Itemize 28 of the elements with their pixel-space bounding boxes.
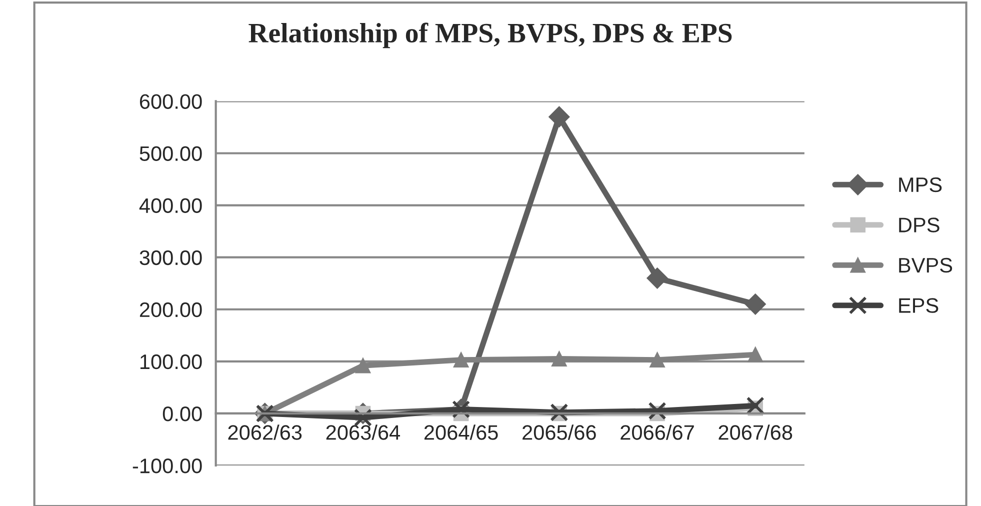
- legend-label: BVPS: [899, 258, 952, 273]
- y-tick-label: 500.00: [140, 146, 202, 161]
- point: [552, 351, 567, 366]
- y-tick-label: 300.00: [140, 250, 202, 266]
- chart-title: Relationship of MPS, BVPS, DPS & EPS: [248, 22, 732, 48]
- point: [548, 106, 570, 128]
- y-tick-label: 0.00: [162, 406, 202, 422]
- y-tick-label: 400.00: [139, 198, 202, 214]
- point: [744, 294, 766, 315]
- point: [648, 402, 666, 420]
- y-tick-label: 600.00: [140, 94, 202, 109]
- legend-label: DPS: [899, 218, 940, 232]
- point: [650, 352, 665, 368]
- x-tick-label: 2063/64: [326, 424, 400, 440]
- x-tick-label: 2064/65: [424, 424, 498, 440]
- x-tick-label: 2067/68: [718, 424, 792, 440]
- y-tick-label: 200.00: [140, 302, 202, 318]
- x-tick-label: 2066/67: [620, 424, 694, 440]
- point: [355, 358, 371, 374]
- x-tick-label: 2065/66: [522, 424, 596, 440]
- point: [453, 352, 469, 368]
- point: [646, 268, 668, 289]
- y-tick-label: -100.00: [132, 458, 202, 474]
- x-tick-label: 2062/63: [228, 424, 302, 440]
- point: [748, 347, 764, 362]
- legend-label: MPS: [899, 177, 942, 192]
- legend-label: EPS: [899, 298, 938, 313]
- y-tick-label: 100.00: [140, 354, 202, 370]
